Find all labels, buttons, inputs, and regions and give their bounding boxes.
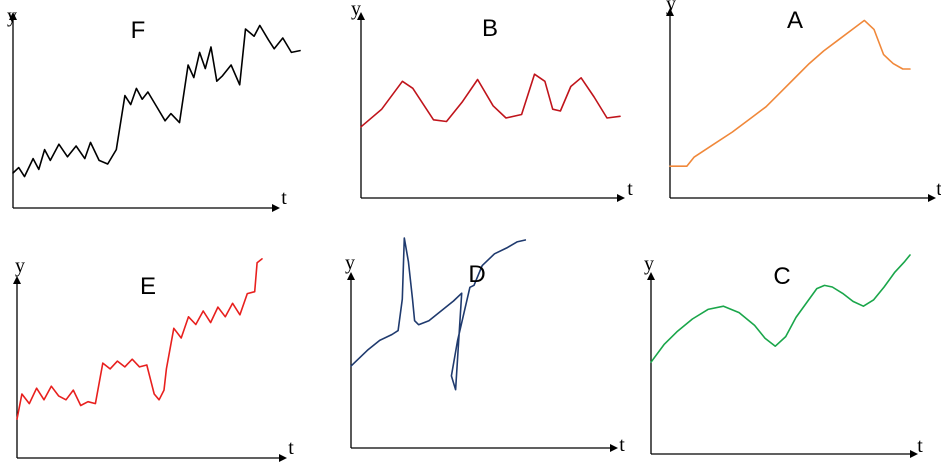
series-line bbox=[16, 258, 263, 420]
series-line bbox=[12, 24, 301, 178]
y-axis-arrow-icon bbox=[647, 272, 655, 280]
x-axis-label: t bbox=[936, 178, 941, 200]
x-axis-label: t bbox=[288, 437, 294, 459]
panel-label: D bbox=[468, 261, 485, 288]
panel-f: y t F bbox=[7, 5, 301, 212]
x-axis-label: t bbox=[917, 435, 923, 457]
y-axis-arrow-icon bbox=[13, 276, 21, 284]
panel-e: y t E bbox=[13, 255, 294, 462]
x-axis-arrow-icon bbox=[928, 194, 936, 202]
y-axis-arrow-icon bbox=[347, 272, 355, 280]
y-axis-label: y bbox=[351, 0, 361, 20]
series-line bbox=[650, 254, 911, 364]
x-axis-arrow-icon bbox=[279, 454, 287, 462]
x-axis-arrow-icon bbox=[617, 194, 625, 202]
series-line bbox=[350, 237, 527, 391]
y-axis-label: y bbox=[15, 255, 25, 277]
panel-label: C bbox=[773, 263, 790, 290]
panel-d: y t D bbox=[345, 237, 625, 456]
panel-label: F bbox=[131, 17, 146, 44]
panel-label: A bbox=[787, 7, 803, 34]
panel-label: E bbox=[140, 273, 156, 300]
x-axis-arrow-icon bbox=[610, 444, 618, 452]
y-axis-label: y bbox=[345, 252, 355, 274]
x-axis-label: t bbox=[281, 187, 287, 209]
series-line bbox=[360, 73, 621, 128]
y-axis-label: y bbox=[7, 5, 17, 27]
y-axis-arrow-icon bbox=[9, 12, 17, 20]
y-axis-arrow-icon bbox=[357, 12, 365, 20]
y-axis-label: y bbox=[666, 0, 676, 15]
panel-c: y t C bbox=[644, 253, 923, 458]
x-axis-label: t bbox=[627, 178, 633, 200]
y-axis-arrow-icon bbox=[666, 8, 674, 16]
x-axis-arrow-icon bbox=[272, 204, 280, 212]
panel-label: B bbox=[482, 15, 498, 42]
series-line bbox=[669, 19, 911, 167]
panel-a: y t A bbox=[666, 0, 941, 202]
x-axis-label: t bbox=[619, 434, 625, 456]
panel-b: y t B bbox=[351, 0, 633, 202]
x-axis-arrow-icon bbox=[910, 450, 918, 458]
y-axis-label: y bbox=[644, 253, 654, 275]
